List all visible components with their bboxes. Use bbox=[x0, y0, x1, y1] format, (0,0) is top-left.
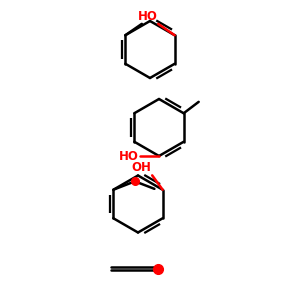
Text: HO: HO bbox=[119, 149, 139, 163]
Text: OH: OH bbox=[132, 161, 152, 174]
Text: HO: HO bbox=[137, 10, 157, 23]
